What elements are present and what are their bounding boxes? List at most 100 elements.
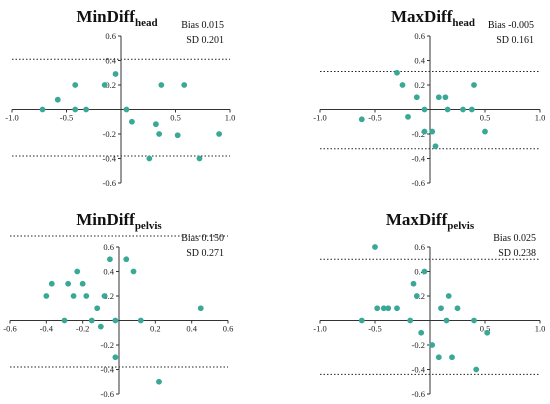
data-point bbox=[83, 106, 90, 113]
data-point bbox=[65, 280, 72, 287]
data-point bbox=[443, 317, 450, 324]
x-tick-label: 0.5 bbox=[480, 324, 491, 334]
x-tick-label: 1.0 bbox=[535, 113, 546, 123]
data-point bbox=[429, 342, 436, 348]
data-point bbox=[418, 329, 425, 336]
x-tick-label: 0.5 bbox=[480, 113, 491, 123]
data-point bbox=[158, 82, 165, 88]
bias-label: Bias 0.025 bbox=[493, 233, 536, 244]
data-point bbox=[156, 131, 163, 137]
data-point bbox=[137, 317, 144, 324]
data-point bbox=[54, 96, 61, 103]
data-point bbox=[372, 244, 378, 250]
y-tick-label: -0.2 bbox=[103, 129, 116, 139]
sd-label: SD 0.271 bbox=[186, 248, 224, 259]
chart-title-main: MinDiff bbox=[76, 7, 135, 26]
data-point bbox=[112, 354, 119, 361]
data-point bbox=[421, 106, 428, 113]
data-point bbox=[435, 94, 442, 101]
y-tick-label: 0.2 bbox=[105, 80, 116, 90]
data-point bbox=[449, 354, 455, 361]
data-point bbox=[94, 305, 101, 312]
x-tick-label: -0.5 bbox=[60, 113, 73, 123]
data-point bbox=[107, 256, 113, 263]
chart-title-subscript: head bbox=[452, 17, 475, 29]
chart-title-main: MinDiff bbox=[76, 210, 135, 229]
data-point bbox=[74, 268, 81, 275]
bias-label: Bias -0.005 bbox=[488, 20, 534, 31]
data-point bbox=[413, 94, 420, 101]
x-tick-label: -0.6 bbox=[3, 324, 16, 334]
data-point bbox=[444, 106, 451, 113]
y-tick-label: 0.2 bbox=[103, 291, 114, 301]
data-point bbox=[410, 280, 417, 287]
sd-label: SD 0.238 bbox=[498, 248, 536, 259]
data-point bbox=[473, 366, 480, 373]
y-tick-label: -0.4 bbox=[101, 365, 115, 375]
data-point bbox=[435, 354, 442, 361]
x-tick-label: 1.0 bbox=[535, 324, 546, 334]
data-point bbox=[471, 317, 477, 324]
data-point bbox=[380, 305, 387, 312]
y-tick-label: -0.6 bbox=[103, 178, 116, 188]
x-tick-label: 0.6 bbox=[223, 324, 234, 334]
data-point bbox=[471, 82, 477, 88]
data-point bbox=[407, 317, 414, 324]
y-tick-label: -0.4 bbox=[412, 154, 426, 164]
data-point bbox=[358, 317, 365, 324]
data-point bbox=[146, 155, 153, 162]
chart-title: MaxDiffhead bbox=[391, 7, 475, 29]
chart-title: MaxDiffpelvis bbox=[386, 210, 475, 232]
data-point bbox=[197, 305, 204, 312]
data-point bbox=[482, 128, 488, 135]
data-point bbox=[413, 293, 420, 299]
data-point bbox=[88, 317, 95, 324]
data-point bbox=[39, 106, 46, 113]
data-point bbox=[101, 82, 108, 88]
x-tick-label: 0.2 bbox=[150, 324, 161, 334]
data-point bbox=[374, 305, 381, 312]
data-point bbox=[454, 305, 461, 312]
y-tick-label: -0.2 bbox=[101, 340, 114, 350]
data-point bbox=[43, 293, 50, 299]
x-tick-label: -1.0 bbox=[313, 324, 326, 334]
y-tick-label: 0.4 bbox=[105, 56, 116, 66]
chart-title: MinDiffhead bbox=[76, 7, 157, 29]
data-point bbox=[445, 293, 452, 299]
data-point bbox=[48, 280, 55, 287]
chart-title-subscript: pelvis bbox=[447, 220, 475, 232]
y-tick-label: 0.6 bbox=[414, 242, 425, 252]
x-tick-label: -0.2 bbox=[76, 324, 89, 334]
data-point bbox=[181, 82, 188, 88]
data-point bbox=[385, 305, 392, 312]
data-point bbox=[196, 155, 203, 162]
chart-title-main: MaxDiff bbox=[386, 210, 448, 229]
y-tick-label: 0.4 bbox=[103, 267, 114, 277]
y-tick-label: 0.6 bbox=[414, 31, 425, 41]
data-point bbox=[438, 305, 444, 312]
bias-label: Bias 0.015 bbox=[181, 20, 224, 31]
data-point bbox=[421, 128, 428, 135]
x-tick-label: -0.5 bbox=[368, 113, 381, 123]
chart-title-main: MaxDiff bbox=[391, 7, 453, 26]
y-tick-label: 0.2 bbox=[414, 80, 425, 90]
y-tick-label: -0.4 bbox=[103, 154, 117, 164]
data-point bbox=[405, 113, 411, 120]
y-tick-label: -0.6 bbox=[412, 178, 425, 188]
data-point bbox=[123, 106, 130, 113]
y-tick-label: 0.4 bbox=[414, 267, 425, 277]
x-tick-label: -0.4 bbox=[40, 324, 54, 334]
x-tick-label: 1.0 bbox=[225, 113, 236, 123]
data-point bbox=[468, 106, 475, 113]
y-tick-label: -0.2 bbox=[412, 129, 425, 139]
data-point bbox=[83, 293, 90, 299]
data-point bbox=[129, 118, 135, 125]
min-diff-pelvis-panel: MinDiffpelvis Bias 0.150 SD 0.271 -0.6 -0.4 -… bbox=[3, 210, 233, 399]
chart-title: MinDiffpelvis bbox=[76, 210, 162, 232]
data-point bbox=[123, 256, 130, 263]
chart-title-subscript: head bbox=[135, 17, 158, 29]
sd-label: SD 0.201 bbox=[186, 35, 224, 46]
data-point bbox=[112, 317, 119, 324]
data-point bbox=[130, 268, 137, 275]
